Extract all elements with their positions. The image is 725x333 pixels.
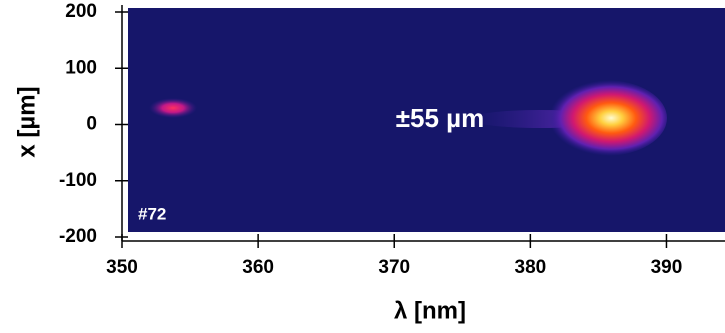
y-tick-label: -200 <box>59 226 97 247</box>
y-tick-label: 200 <box>65 1 97 22</box>
x-tick-label: 380 <box>515 257 547 278</box>
y-tick-label: 100 <box>65 57 97 78</box>
y-tick-label: -100 <box>59 170 97 191</box>
annotation: #72 <box>138 204 166 223</box>
x-tick-label: 360 <box>242 257 274 278</box>
x-tick-label: 350 <box>106 257 138 278</box>
x-tick-label: 370 <box>378 257 410 278</box>
y-axis-label: x [µm] <box>13 86 40 157</box>
y-tick-label: 0 <box>86 114 97 135</box>
x-axis-label: λ [nm] <box>394 297 466 324</box>
x-tick-label: 390 <box>651 257 683 278</box>
emission-spot <box>543 80 667 156</box>
annotation: ±55 µm <box>396 103 485 133</box>
emission-spot <box>149 98 197 118</box>
